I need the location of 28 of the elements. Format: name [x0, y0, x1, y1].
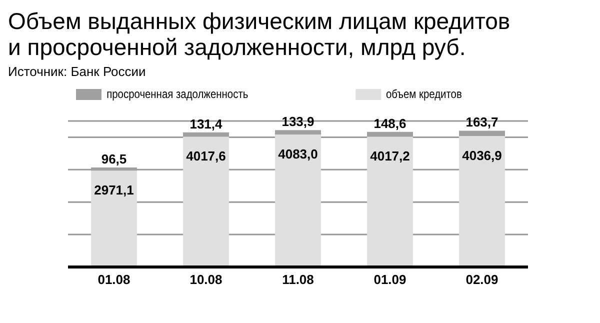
data-label: 2971,1: [94, 182, 134, 198]
x-tick-label: 11.08: [282, 272, 314, 288]
data-label: 4017,6: [186, 148, 226, 164]
chart-title: Объем выданных физическим лицам кредитов и просроченной задолженности, млрд руб.: [8, 8, 512, 60]
x-tick-label: 01.08: [98, 272, 130, 288]
bar: [367, 136, 413, 267]
bar: [459, 130, 505, 136]
bar: [183, 132, 229, 137]
bar: [275, 130, 321, 135]
text: Источник: Банк России: [8, 64, 147, 79]
data-label: 148,6: [374, 116, 406, 131]
data-label: 163,7: [466, 114, 498, 130]
data-label: 4036,9: [462, 148, 502, 164]
legend-label: просроченная задолженность: [106, 87, 248, 101]
bar: [459, 136, 505, 267]
data-label: 131,4: [190, 116, 224, 132]
bar: [275, 134, 321, 267]
bar: [183, 136, 229, 267]
data-label: 4017,2: [370, 148, 410, 164]
legend-label: объем кредитов: [386, 87, 462, 101]
data-label: 4083,0: [278, 146, 318, 162]
x-tick-label: 01.09: [374, 272, 406, 288]
x-tick-label: 02.09: [466, 272, 498, 288]
x-tick-label: 10.08: [190, 272, 222, 288]
data-label: 96,5: [101, 151, 127, 166]
bar: [91, 170, 137, 267]
data-label: 133,9: [282, 114, 314, 130]
bar: [367, 132, 413, 137]
